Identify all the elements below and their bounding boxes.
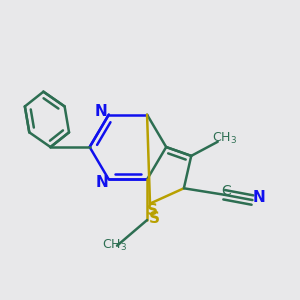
Text: N: N [253, 190, 265, 205]
Text: C: C [221, 184, 231, 198]
Text: N: N [96, 175, 109, 190]
Text: S: S [149, 211, 160, 226]
Text: CH$_3$: CH$_3$ [212, 131, 237, 146]
Text: CH$_3$: CH$_3$ [101, 238, 127, 253]
Text: S: S [147, 202, 158, 217]
Text: N: N [95, 104, 108, 119]
